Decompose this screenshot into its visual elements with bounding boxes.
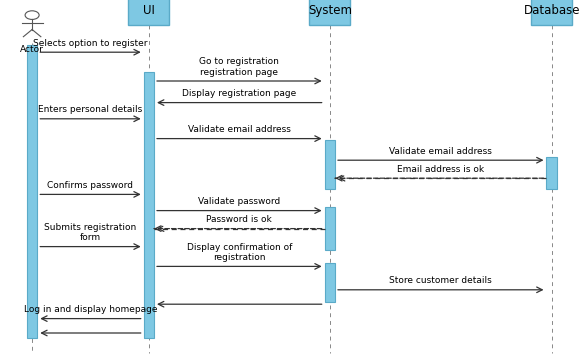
Text: Log in and display homepage: Log in and display homepage — [23, 305, 157, 314]
Text: Display confirmation of
registration: Display confirmation of registration — [187, 243, 292, 262]
Text: Confirms password: Confirms password — [48, 181, 133, 190]
Text: Password is ok: Password is ok — [207, 215, 272, 224]
Text: Validate email address: Validate email address — [389, 147, 492, 156]
Text: Email address is ok: Email address is ok — [397, 165, 484, 174]
Bar — [325, 263, 335, 302]
Text: Display registration page: Display registration page — [182, 89, 296, 98]
FancyBboxPatch shape — [531, 0, 572, 25]
Text: Validate password: Validate password — [198, 197, 281, 206]
Text: Actor: Actor — [20, 45, 44, 54]
Text: Go to registration
registration page: Go to registration registration page — [200, 57, 279, 77]
Bar — [27, 45, 38, 338]
Bar — [325, 140, 335, 189]
Text: Database: Database — [524, 4, 580, 17]
Text: Validate email address: Validate email address — [188, 125, 291, 134]
Text: Store customer details: Store customer details — [389, 276, 492, 285]
Text: Submits registration
form: Submits registration form — [45, 223, 137, 242]
Bar — [325, 207, 335, 250]
Bar — [546, 157, 557, 189]
Text: Selects option to register: Selects option to register — [33, 39, 148, 48]
Text: System: System — [308, 4, 352, 17]
FancyBboxPatch shape — [129, 0, 169, 25]
Bar — [144, 72, 154, 338]
Text: Enters personal details: Enters personal details — [38, 105, 143, 114]
FancyBboxPatch shape — [309, 0, 350, 25]
Circle shape — [25, 11, 39, 19]
Text: UI: UI — [143, 4, 155, 17]
